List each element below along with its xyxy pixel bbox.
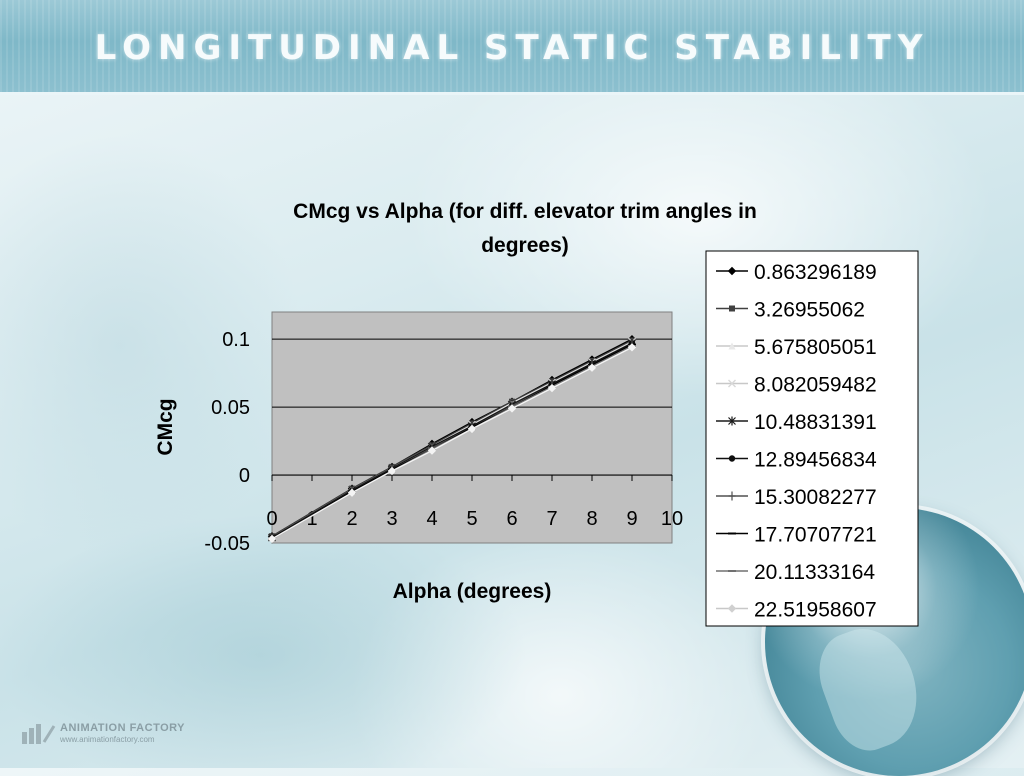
data-point bbox=[467, 424, 477, 434]
x-tick-label: 3 bbox=[386, 508, 397, 530]
data-point bbox=[587, 363, 597, 372]
legend-label: 20.11333164 bbox=[754, 561, 875, 584]
legend-marker bbox=[727, 266, 737, 276]
legend-marker bbox=[728, 342, 736, 350]
legend-marker bbox=[727, 604, 737, 613]
x-tick-label: 1 bbox=[306, 508, 317, 530]
legend-marker bbox=[728, 455, 736, 462]
x-tick-label: 5 bbox=[466, 508, 477, 530]
x-tick-label: 8 bbox=[586, 508, 597, 530]
data-point bbox=[547, 383, 557, 393]
legend-label: 8.082059482 bbox=[754, 374, 877, 397]
legend-item: 22.51958607 bbox=[716, 599, 877, 622]
x-tick-label: 7 bbox=[546, 508, 557, 530]
legend-item: 12.89456834 bbox=[716, 449, 877, 472]
legend-item: 3.26955062 bbox=[716, 299, 865, 322]
legend-marker bbox=[728, 379, 736, 388]
legend: 0.863296189 3.26955062 5.675805051 8.082059… bbox=[705, 250, 919, 627]
legend-item: 0.863296189 bbox=[716, 261, 877, 284]
gridlines bbox=[272, 338, 672, 408]
legend-marker bbox=[729, 305, 735, 312]
legend-label: 22.51958607 bbox=[754, 599, 877, 622]
legend-item: 15.30082277 bbox=[716, 486, 877, 509]
series-10 bbox=[267, 343, 637, 544]
data-point bbox=[627, 343, 637, 352]
legend-label: 17.70707721 bbox=[754, 524, 877, 547]
x-tick-label: 10 bbox=[661, 508, 683, 530]
series-layer bbox=[267, 334, 637, 544]
x-tick-label: 9 bbox=[626, 508, 637, 530]
y-tick-label: 0.05 bbox=[211, 397, 250, 419]
legend-label: 3.26955062 bbox=[754, 299, 865, 322]
slide-title: LONGITUDINAL STATIC STABILITY bbox=[94, 28, 930, 68]
legend-box bbox=[705, 250, 919, 627]
legend-label: 15.30082277 bbox=[754, 486, 877, 509]
data-point bbox=[267, 534, 277, 544]
legend-marker bbox=[728, 570, 736, 572]
legend-marker bbox=[728, 532, 736, 535]
legend-item: 20.11333164 bbox=[716, 561, 875, 584]
x-tick-label: 4 bbox=[426, 508, 437, 530]
legend-marker bbox=[728, 416, 736, 426]
data-point bbox=[427, 446, 437, 455]
y-axis-ticks: 0.1 0.05 0 -0.05 bbox=[204, 329, 250, 555]
y-axis-label: CMcg bbox=[154, 398, 177, 455]
legend-label: 0.863296189 bbox=[754, 261, 877, 284]
x-tick-label: 6 bbox=[506, 508, 517, 530]
legend-label: 12.89456834 bbox=[754, 449, 877, 472]
logo-mark-icon bbox=[22, 724, 56, 744]
y-tick-label: 0.1 bbox=[222, 329, 250, 351]
x-axis-label: Alpha (degrees) bbox=[393, 580, 552, 603]
data-point bbox=[387, 466, 397, 476]
animation-factory-logo: ANIMATION FACTORY www.animationfactory.c… bbox=[20, 718, 220, 748]
y-tick-label: -0.05 bbox=[204, 533, 250, 555]
legend-marker bbox=[728, 491, 736, 501]
x-tick-label: 0 bbox=[266, 508, 277, 530]
legend-item: 8.082059482 bbox=[716, 374, 877, 397]
chart-title-line-1: CMcg vs Alpha (for diff. elevator trim a… bbox=[293, 200, 757, 223]
logo-url: www.animationfactory.com bbox=[60, 735, 155, 744]
legend-item: 5.675805051 bbox=[716, 336, 877, 359]
title-banner: LONGITUDINAL STATIC STABILITY bbox=[0, 0, 1024, 95]
legend-item: 10.48831391 bbox=[716, 411, 877, 434]
data-point bbox=[507, 404, 517, 413]
legend-item: 17.70707721 bbox=[716, 524, 877, 547]
y-tick-label: 0 bbox=[239, 465, 250, 487]
data-point bbox=[347, 488, 357, 497]
legend-label: 10.48831391 bbox=[754, 411, 877, 434]
chart-title-line-2: degrees) bbox=[481, 234, 569, 257]
logo-name: ANIMATION FACTORY bbox=[60, 722, 186, 734]
legend-label: 5.675805051 bbox=[754, 336, 877, 359]
x-axis bbox=[271, 474, 673, 482]
x-axis-ticks: 0 1 2 3 4 5 6 7 8 9 10 bbox=[266, 508, 683, 530]
x-tick-label: 2 bbox=[346, 508, 357, 530]
